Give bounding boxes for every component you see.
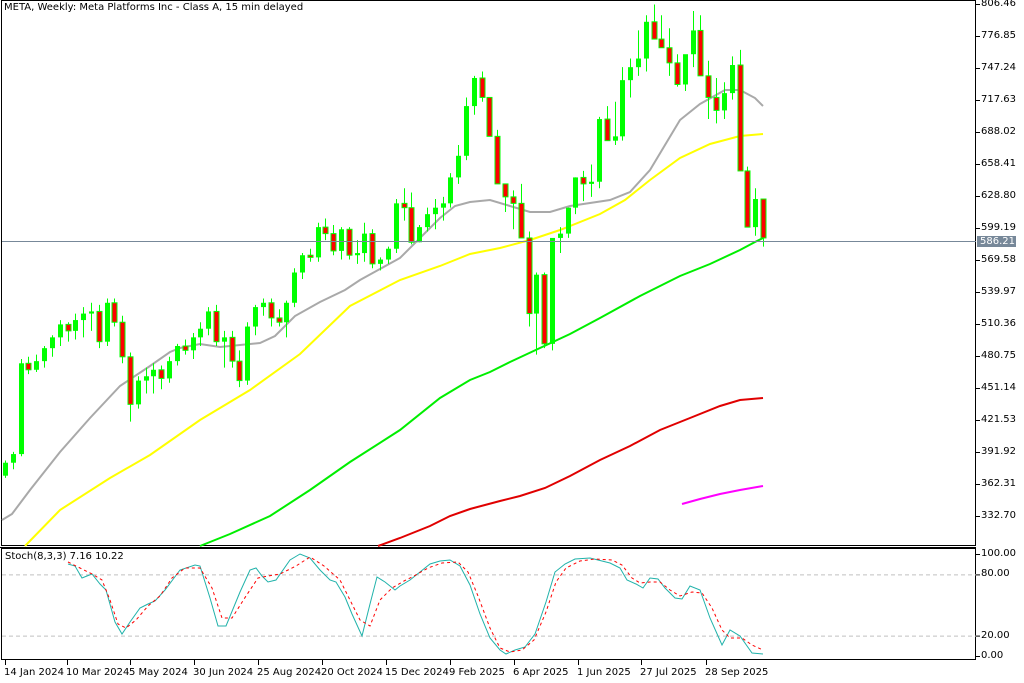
time-tick-label: 1 Jun 2025 [577,667,631,678]
stoch-tick-label: 0.00 [981,650,1004,661]
time-tick-label: 28 Sep 2025 [705,667,769,678]
stoch-indicator-label: Stoch(8,3,3) 7.16 10.22 [5,551,124,562]
time-tick-label: 15 Dec 2024 [385,667,449,678]
moving-averages [1,89,764,547]
stoch-pane-frame [1,548,976,660]
current-price-tag: 586.21 [977,236,1016,247]
time-tick-label: 9 Feb 2025 [449,667,505,678]
time-tick-label: 25 Aug 2024 [257,667,322,678]
price-tick-label: 391.92 [981,446,1016,457]
price-tick-label: 599.19 [981,222,1016,233]
stoch-level-lines [2,574,976,637]
price-tick-label: 717.63 [981,94,1016,105]
time-tick-label: 14 Jan 2024 [4,667,64,678]
price-tick-label: 658.41 [981,158,1016,169]
price-pane-frame [1,0,976,546]
price-tick-label: 451.14 [981,382,1016,393]
stochastic-lines [67,553,764,655]
time-tick-label: 27 Jul 2025 [640,667,697,678]
time-tick-label: 30 Jun 2024 [193,667,254,678]
time-tick-label: 6 Apr 2025 [513,667,569,678]
price-tick-label: 688.02 [981,126,1016,137]
axis-ticks [5,4,980,665]
price-tick-label: 332.70 [981,510,1016,521]
price-tick-label: 569.58 [981,254,1016,265]
time-tick-label: 10 Mar 2024 [66,667,130,678]
price-tick-label: 776.85 [981,30,1016,41]
price-tick-label: 806.46 [981,0,1016,9]
chart-title: META, Weekly: Meta Platforms Inc - Class… [4,2,304,13]
price-tick-label: 510.36 [981,318,1016,329]
stoch-tick-label: 80.00 [981,568,1010,580]
price-tick-label: 480.75 [981,350,1016,361]
price-tick-label: 628.80 [981,190,1016,201]
time-tick-label: 20 Oct 2024 [321,667,383,678]
price-tick-label: 747.24 [981,62,1016,73]
price-tick-label: 539.97 [981,286,1016,297]
candlesticks [3,4,767,478]
price-tick-label: 421.53 [981,414,1016,425]
stoch-tick-label: 100.00 [981,548,1016,559]
time-tick-label: 5 May 2024 [129,667,188,678]
stoch-tick-label: 20.00 [981,629,1010,641]
price-tick-label: 362.31 [981,478,1016,489]
